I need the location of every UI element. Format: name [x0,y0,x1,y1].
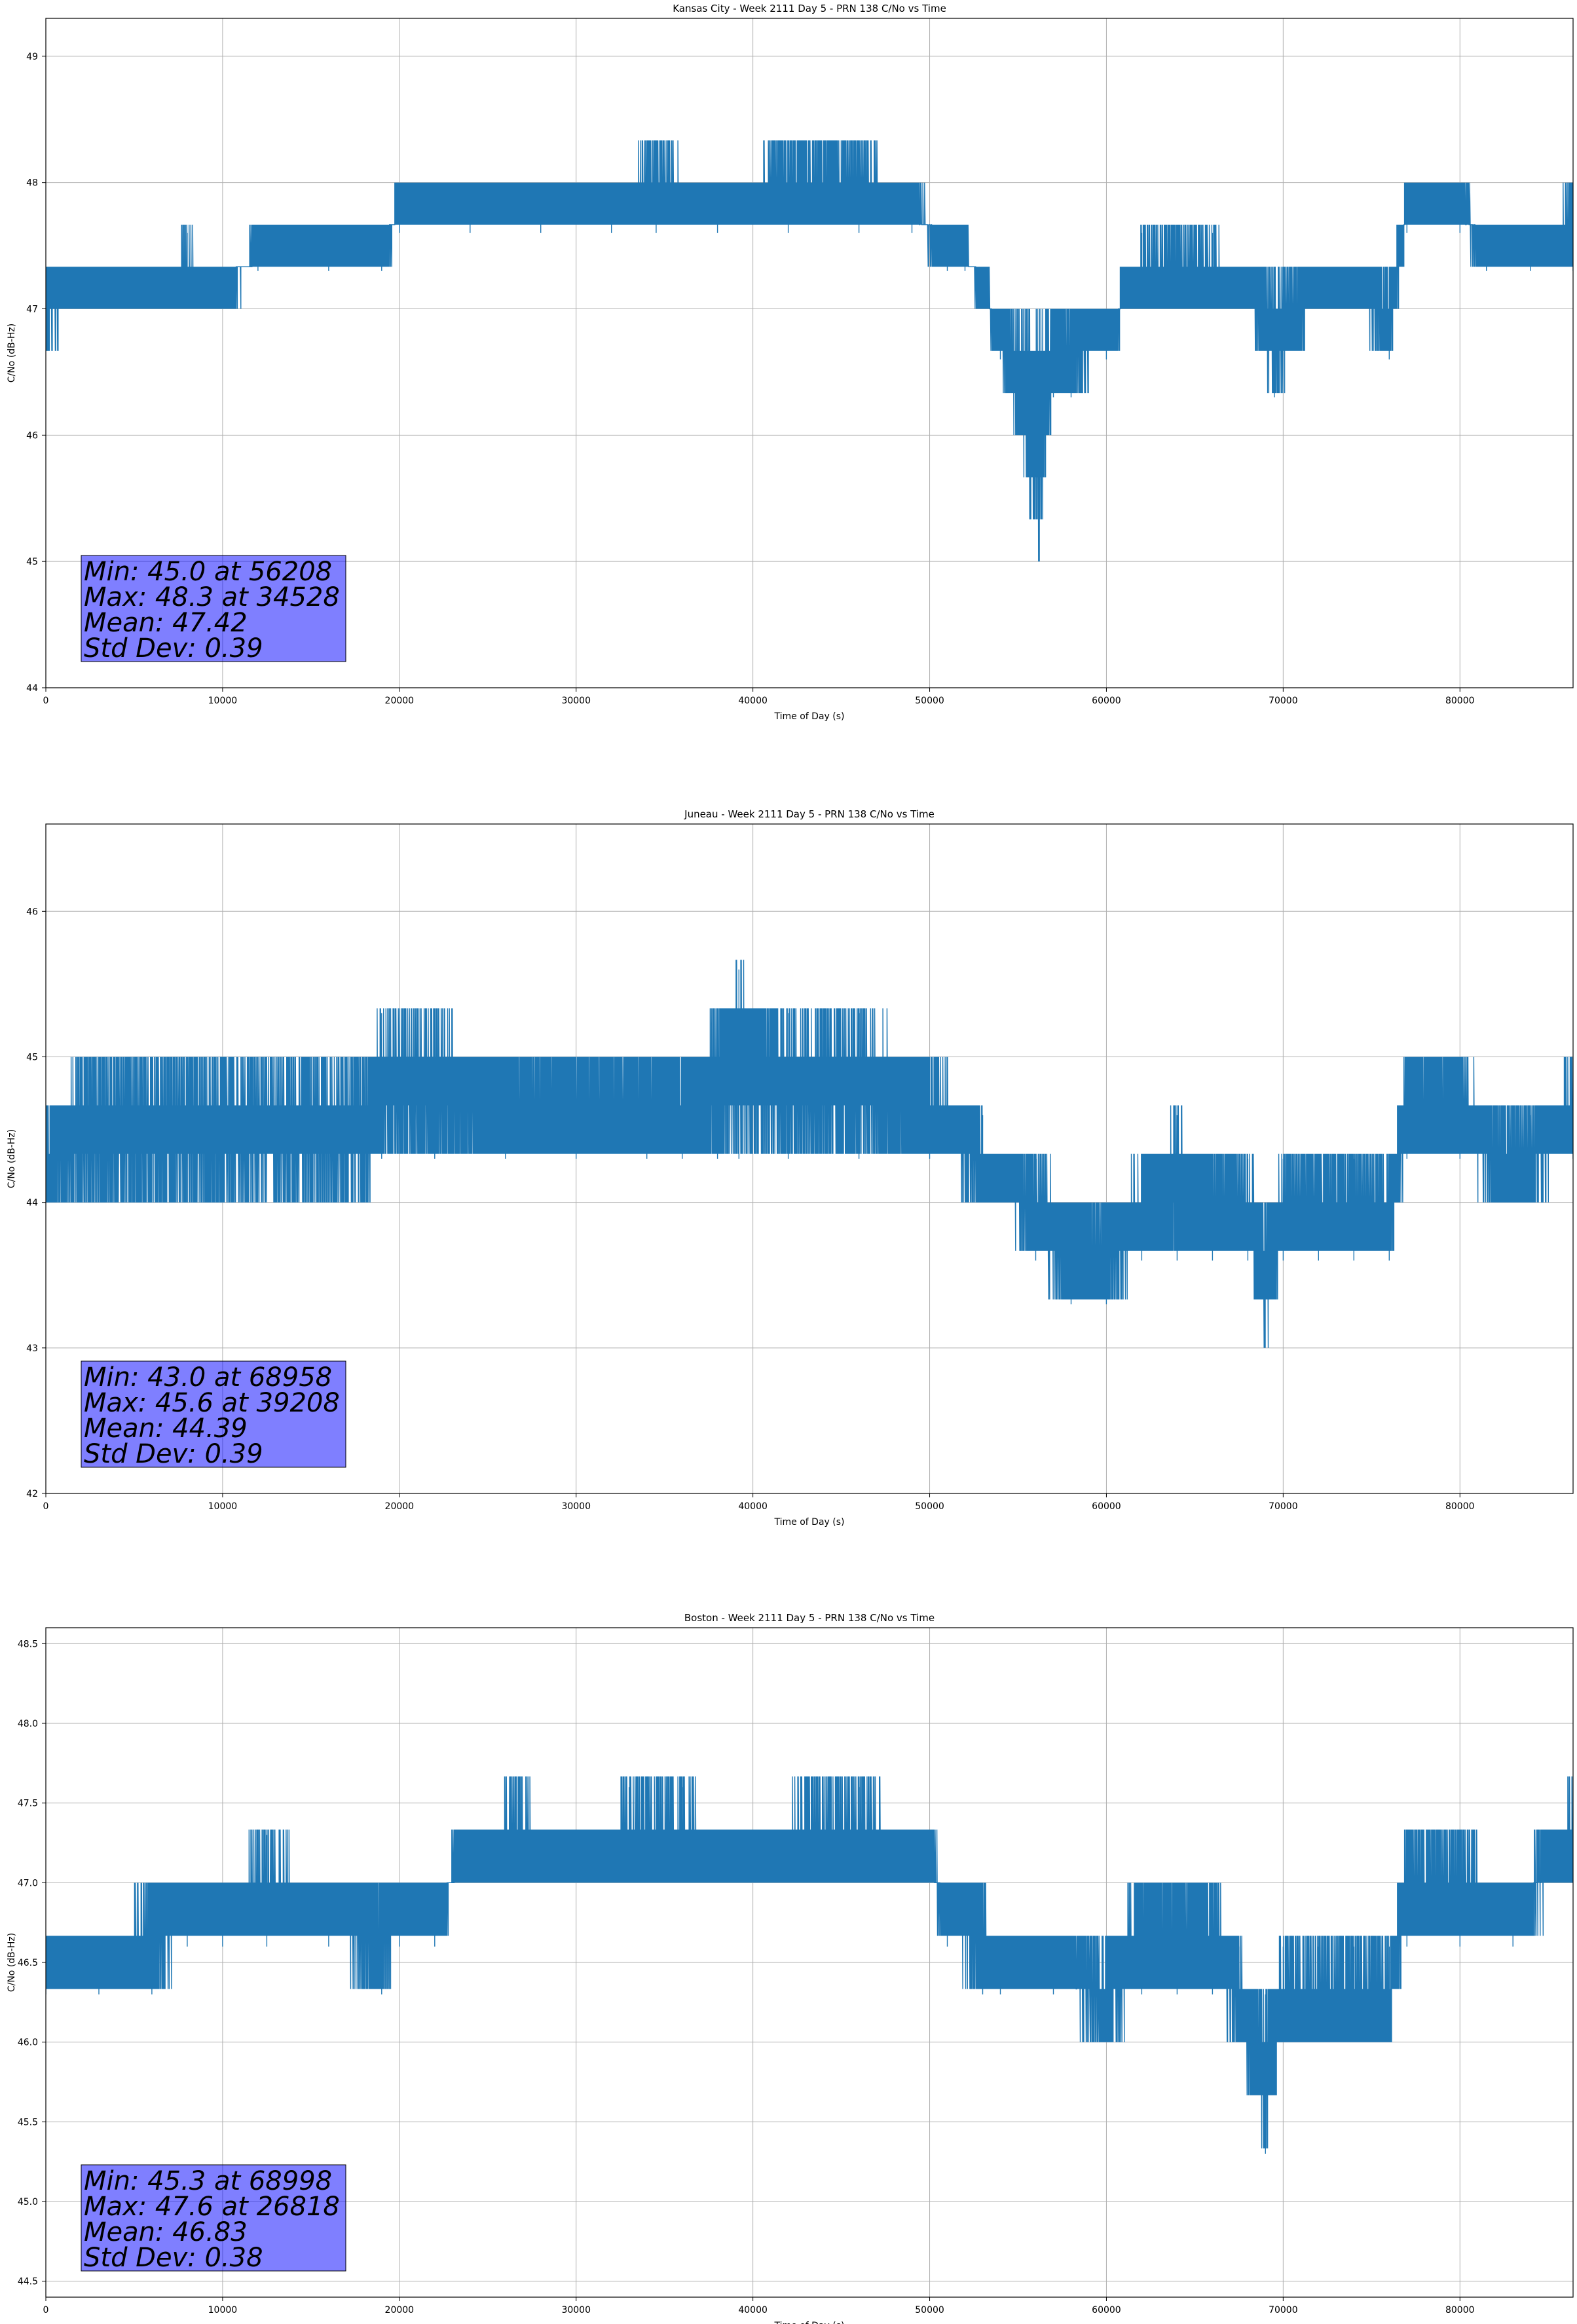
x-axis-label: Time of Day (s) [774,1517,845,1527]
axes-frame [45,823,1574,1494]
stats-line: Max: 47.6 at 26818 [84,2192,340,2222]
x-tick-label: 70000 [1269,1501,1298,1512]
y-tick-label: 47.0 [18,1878,38,1888]
x-tick-label: 30000 [561,2305,591,2315]
stats-box [81,1360,346,1468]
x-tick-label: 30000 [561,1501,591,1512]
cno-series-line [46,140,1573,562]
y-tick-label: 45 [26,1052,38,1062]
stats-line: Mean: 46.83 [84,2217,248,2247]
y-tick-label: 45 [26,557,38,567]
chart-panel-3: 0 10000 20000 30000 40000 50000 60000 70000 8000… [7,1612,1574,2324]
y-tick-label: 45.0 [18,2197,38,2207]
x-tick-label: 0 [43,696,49,706]
x-tick-label: 20000 [385,2305,415,2315]
y-tick-label: 48.0 [18,1719,38,1729]
x-tick-label: 60000 [1092,696,1121,706]
x-tick-label: 50000 [915,1501,944,1512]
y-tick-label: 45.5 [18,2117,38,2127]
x-axis-label: Time of Day (s) [774,2321,845,2324]
x-tick-label: 20000 [385,696,415,706]
y-tick-label: 46 [26,907,38,917]
y-tick-label: 48.5 [18,1639,38,1649]
y-tick-label: 43 [26,1343,38,1354]
stats-line: Mean: 47.42 [84,608,248,638]
stats-box [81,555,346,662]
chart-title: Juneau - Week 2111 Day 5 - PRN 138 C/No … [684,808,935,820]
y-tick-label: 44 [26,683,38,694]
y-axis-label: C/No (dB-Hz) [7,324,17,383]
stats-box [81,2164,346,2272]
stats-line: Max: 45.6 at 39208 [84,1388,340,1418]
chart-panel-2: 0 10000 20000 30000 40000 50000 60000 70000 8000… [7,808,1574,1527]
x-tick-label: 40000 [738,696,768,706]
stats-line: Max: 48.3 at 34528 [84,582,340,612]
y-tick-label: 42 [26,1489,38,1499]
chart-title: Kansas City - Week 2111 Day 5 - PRN 138 … [673,3,946,14]
y-tick-label: 46.5 [18,1958,38,1968]
x-tick-label: 60000 [1092,2305,1121,2315]
stats-line: Std Dev: 0.38 [84,2243,263,2273]
stats-line: Std Dev: 0.39 [84,1439,263,1469]
y-tick-label: 47.5 [18,1799,38,1809]
x-tick-label: 30000 [561,696,591,706]
y-tick-label: 47 [26,305,38,315]
y-tick-label: 46 [26,430,38,441]
y-tick-label: 49 [26,52,38,62]
axes-frame [45,18,1574,688]
x-tick-label: 40000 [738,1501,768,1512]
stats-line: Std Dev: 0.39 [84,633,263,664]
x-tick-label: 20000 [385,1501,415,1512]
stats-line: Min: 45.0 at 56208 [84,557,332,587]
x-tick-label: 70000 [1269,2305,1298,2315]
stats-line: Min: 45.3 at 68998 [84,2166,332,2196]
x-tick-label: 10000 [208,2305,238,2315]
cno-series-line [46,1776,1573,2154]
y-tick-label: 48 [26,178,38,189]
y-tick-label: 46.0 [18,2038,38,2048]
x-tick-label: 0 [43,2305,49,2315]
stats-line: Mean: 44.39 [84,1414,248,1444]
chart-title: Boston - Week 2111 Day 5 - PRN 138 C/No … [684,1612,935,1624]
y-axis-label: C/No (dB-Hz) [7,1933,17,1992]
x-tick-label: 70000 [1269,696,1298,706]
x-tick-label: 0 [43,1501,49,1512]
y-axis-label: C/No (dB-Hz) [7,1129,17,1188]
x-tick-label: 10000 [208,1501,238,1512]
cno-series-line [46,960,1573,1348]
x-tick-label: 40000 [738,2305,768,2315]
x-tick-label: 80000 [1445,696,1475,706]
x-tick-label: 10000 [208,696,238,706]
x-tick-label: 50000 [915,2305,944,2315]
x-tick-label: 80000 [1445,2305,1475,2315]
x-axis-label: Time of Day (s) [774,711,845,722]
x-tick-label: 50000 [915,696,944,706]
stats-line: Min: 43.0 at 68958 [84,1362,332,1393]
y-tick-label: 44.5 [18,2277,38,2287]
x-tick-label: 80000 [1445,1501,1475,1512]
x-tick-label: 60000 [1092,1501,1121,1512]
chart-panel-1: 0 10000 20000 30000 40000 50000 60000 70000 8000… [7,3,1574,722]
y-tick-label: 44 [26,1198,38,1209]
